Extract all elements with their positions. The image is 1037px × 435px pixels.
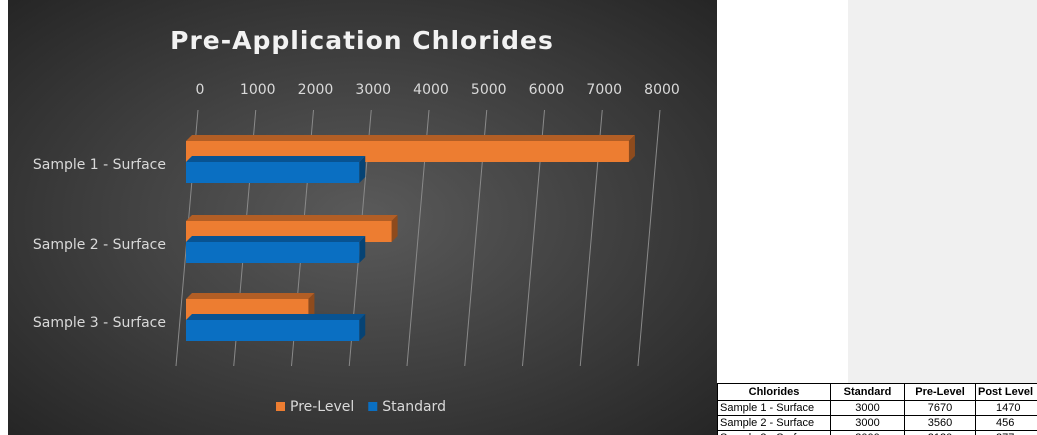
bar-side [628, 135, 635, 162]
table-cell: 3000 [830, 415, 905, 431]
legend-swatch [368, 402, 378, 411]
table-cell: Sample 2 - Surface [717, 415, 831, 431]
header-cell: Standard [830, 383, 905, 401]
bar-side [359, 314, 366, 341]
bar [186, 162, 360, 183]
table-cell: 7670 [904, 400, 976, 416]
grid-line [637, 109, 661, 367]
table-cell: 2120 [904, 430, 976, 435]
x-tick-label: 2000 [298, 82, 334, 98]
chart: Pre-Application Chlorides 0 1000 2000 3000 4… [8, 0, 717, 435]
x-tick-label: 8000 [644, 82, 680, 98]
table-cell: 277 [975, 430, 1037, 435]
table-header: Chlorides Standard Pre-Level Post Level [717, 383, 1037, 401]
x-tick-label: 0 [196, 82, 205, 98]
table-row: Sample 2 - Surface 3000 3560 456 [717, 415, 1037, 431]
bar-side [359, 236, 366, 263]
table-cell: Sample 1 - Surface [717, 400, 831, 416]
bar-top [186, 314, 366, 320]
header-cell: Pre-Level [904, 383, 976, 401]
x-tick-label: 5000 [471, 82, 507, 98]
bar-side [391, 215, 398, 242]
table-row: Sample 1 - Surface 3000 7670 1470 [717, 400, 1037, 416]
header-cell: Post Level [975, 383, 1037, 401]
legend-label: Standard [382, 399, 446, 415]
bar-top [186, 236, 366, 242]
table-cell: 3000 [830, 400, 905, 416]
bar [186, 242, 360, 263]
bar-side [359, 156, 366, 183]
legend-swatch [276, 402, 285, 411]
header-cell: Chlorides [717, 383, 831, 401]
table-row: Sample 3 - Surface30002120277 [717, 430, 1037, 435]
x-tick-label: 4000 [413, 82, 449, 98]
chart-title: Pre-Application Chlorides [170, 26, 554, 55]
y-tick-label: Sample 1 - Surface [33, 157, 166, 173]
bar-side [308, 293, 315, 320]
y-tick-label: Sample 3 - Surface [33, 315, 166, 331]
bar-top [186, 135, 635, 141]
data-table: Chlorides Standard Pre-Level Post Level … [717, 383, 1037, 435]
bar-top [186, 156, 366, 162]
table-cell: 456 [975, 415, 1037, 431]
side-panel [848, 0, 1037, 383]
table-cell: 3000 [830, 430, 905, 435]
table-cell: 3560 [904, 415, 976, 431]
table-cell: Sample 3 - Surface [717, 430, 831, 435]
x-tick-label: 1000 [240, 82, 276, 98]
bar [186, 320, 360, 341]
table-cell: 1470 [975, 400, 1037, 416]
y-tick-label: Sample 2 - Surface [33, 237, 166, 253]
legend-label: Pre-Level [290, 399, 354, 415]
bar-top [186, 293, 315, 299]
x-tick-label: 6000 [529, 82, 565, 98]
bar-top [186, 215, 398, 221]
x-tick-label: 7000 [586, 82, 622, 98]
x-tick-label: 3000 [355, 82, 391, 98]
